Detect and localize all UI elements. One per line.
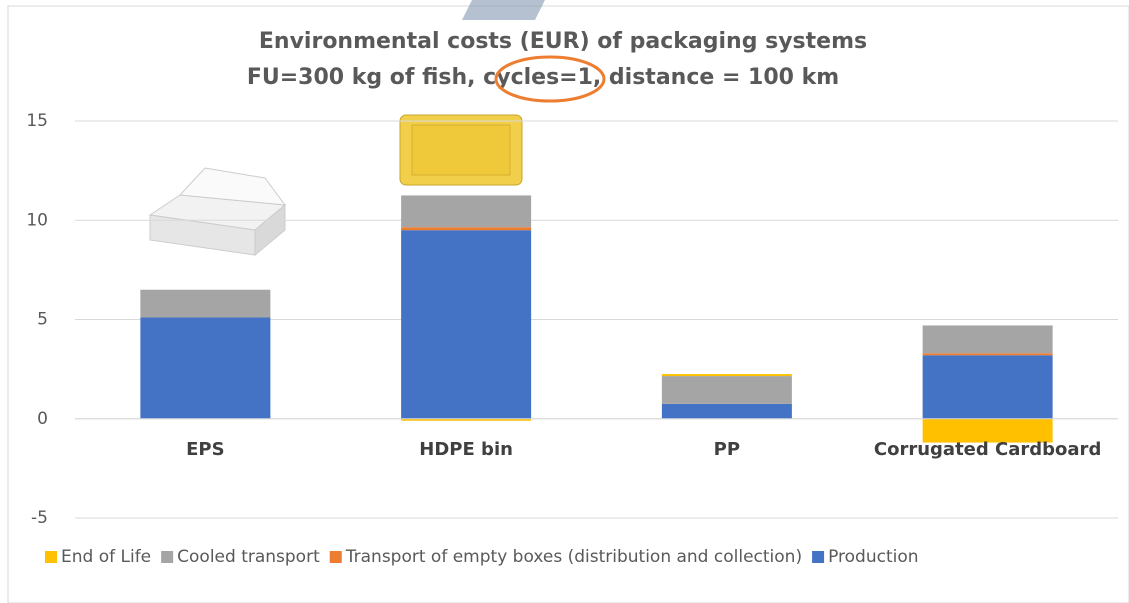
legend-swatch [330,551,342,563]
bar-segment [923,325,1053,353]
legend-label: Transport of empty boxes (distribution a… [345,547,802,567]
x-tick-label: Corrugated Cardboard [874,439,1101,460]
y-tick-label: -5 [31,508,48,528]
x-tick-label: PP [714,439,740,460]
chart-title: Environmental costs (EUR) of packaging s… [259,29,867,54]
legend-label: Cooled transport [177,547,320,567]
y-tick-label: 0 [37,409,48,429]
y-tick-label: 15 [26,111,48,131]
y-tick-label: 5 [37,310,48,330]
legend-label: End of Life [61,547,151,567]
bar-segment [923,353,1053,355]
x-tick-label: HDPE bin [419,439,513,460]
bar-segment [662,374,792,376]
legend-swatch [161,551,173,563]
legend-label: Production [828,547,918,567]
legend-swatch [45,551,57,563]
bar-segment [923,355,1053,419]
chart: Environmental costs (EUR) of packaging s… [0,0,1129,603]
bar-segment [140,318,270,419]
chart-subtitle: FU=300 kg of fish, cycles=1, distance = … [247,65,839,90]
bar-segment [401,230,531,419]
x-tick-label: EPS [186,439,224,460]
bar-segment [140,290,270,318]
bar-segment [401,227,531,230]
bar-segment [662,376,792,404]
y-tick-label: 10 [26,210,48,230]
decoration [462,0,545,20]
bar-segment [401,195,531,227]
hdpe-bin-image [400,115,522,185]
legend-swatch [812,551,824,563]
bar-segment [662,404,792,419]
